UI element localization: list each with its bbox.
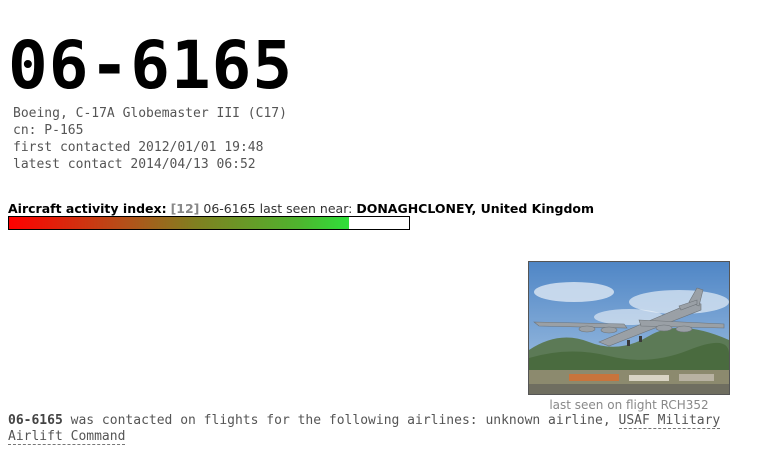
- aircraft-photo[interactable]: [528, 261, 730, 395]
- airlines-text: was contacted on flights for the followi…: [70, 413, 611, 428]
- activity-registration: 06-6165: [203, 201, 256, 216]
- last-seen-location: DONAGHCLONEY, United Kingdom: [356, 201, 595, 216]
- activity-index-label: Aircraft activity index:: [8, 201, 167, 216]
- aircraft-type: Boeing, C-17A Globemaster III (C17): [13, 106, 287, 121]
- photo-caption: last seen on flight RCH352: [549, 398, 709, 412]
- airlines-paragraph: 06-6165 was contacted on flights for the…: [8, 413, 728, 445]
- first-contacted: first contacted 2012/01/01 19:48: [13, 140, 264, 155]
- activity-index-bar-fill: [9, 217, 349, 229]
- latest-contact: latest contact 2014/04/13 06:52: [13, 157, 256, 172]
- usaf-airline-link[interactable]: USAF Military Airlift Command: [8, 413, 721, 445]
- aircraft-photo-image: [529, 262, 729, 394]
- aircraft-cn: cn: P-165: [13, 123, 84, 138]
- activity-index-bar: [8, 216, 410, 230]
- aircraft-registration-title: 06-6165: [8, 27, 294, 104]
- last-seen-text: last seen near:: [259, 201, 353, 216]
- activity-line: Aircraft activity index: [12] 06-6165 la…: [8, 201, 594, 217]
- airlines-registration: 06-6165: [8, 413, 63, 428]
- activity-index-value: [12]: [170, 201, 200, 216]
- aircraft-details: Boeing, C-17A Globemaster III (C17) cn: …: [13, 105, 287, 173]
